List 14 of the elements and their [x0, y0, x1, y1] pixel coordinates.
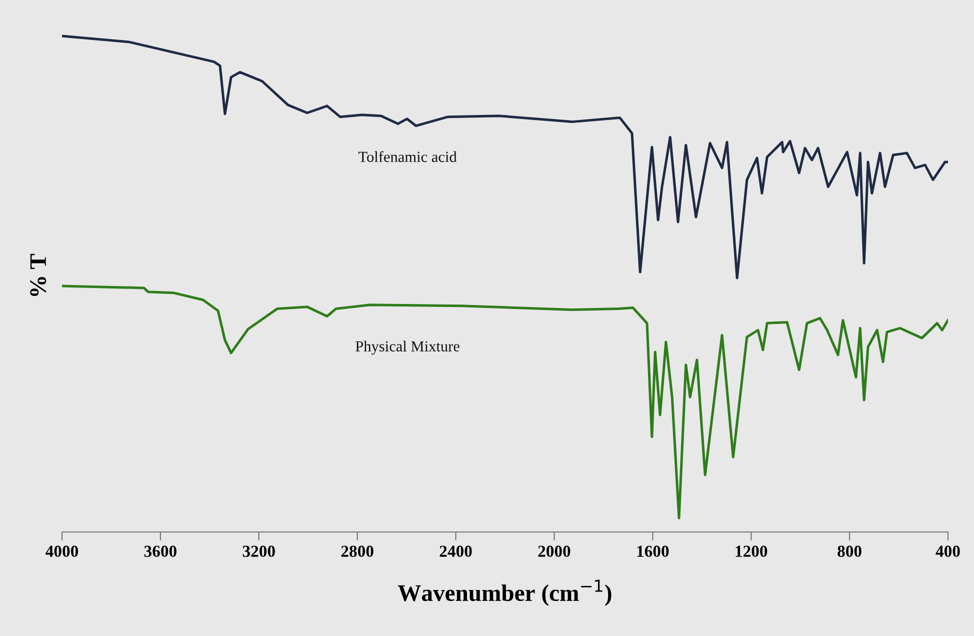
- y-axis-title: % T: [30, 254, 46, 296]
- text: Physical Mixture: [356, 340, 460, 355]
- x-tick-label: 1200: [736, 546, 768, 557]
- x-tick-label: 400: [936, 546, 960, 557]
- x-tick-label: 1600: [637, 546, 669, 557]
- x-tick-label: 3200: [242, 546, 275, 557]
- x-tick-label: 3600: [144, 546, 176, 557]
- x-axis-title: Wavenumber (cm$^{−1}$): [398, 580, 612, 606]
- x-tick-label: 2000: [538, 546, 570, 557]
- x-tick-label: 2800: [341, 546, 374, 557]
- x-tick-label: 800: [838, 546, 862, 557]
- text: Tolfenamic acid: [358, 151, 457, 162]
- x-tick-label: 2400: [440, 546, 472, 557]
- x-tick-label: 4000: [46, 546, 78, 557]
